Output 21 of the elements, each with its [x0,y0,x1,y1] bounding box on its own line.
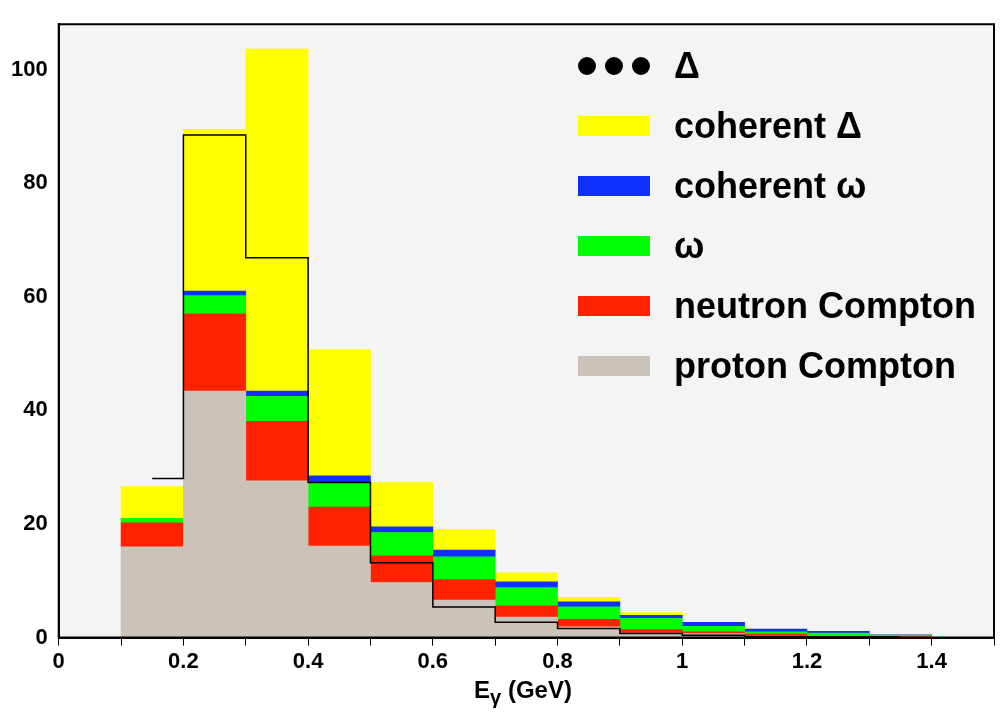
x-axis-title: E$_{γ}$ (GeV) [473,676,573,709]
x-tick-label: 1.4 [916,647,948,673]
legend-label: neutron Compton [674,285,976,327]
x-tick-label: 0 [52,647,65,673]
x-tick-label: 0.6 [417,647,449,673]
y-tick-label: 20 [23,510,48,536]
x-tick-label: 0.2 [168,647,199,673]
legend-label: ω [674,225,705,267]
legend-label: coherent ω [674,165,867,207]
x-tick-label: 0.4 [292,647,325,673]
legend-label: proton Compton [674,345,956,387]
x-tick-label: 1.2 [791,647,823,673]
y-tick-label: 80 [23,169,48,195]
legend-label: Δ [674,45,700,87]
legend-label: coherent Δ [674,105,862,147]
y-tick-label: 0 [35,623,48,649]
y-tick-label: 100 [10,55,48,81]
x-tick-label: 1 [676,647,689,673]
y-tick-label: 40 [23,396,48,422]
y-tick-label: 60 [23,282,48,308]
x-tick-label: 0.8 [542,647,573,673]
